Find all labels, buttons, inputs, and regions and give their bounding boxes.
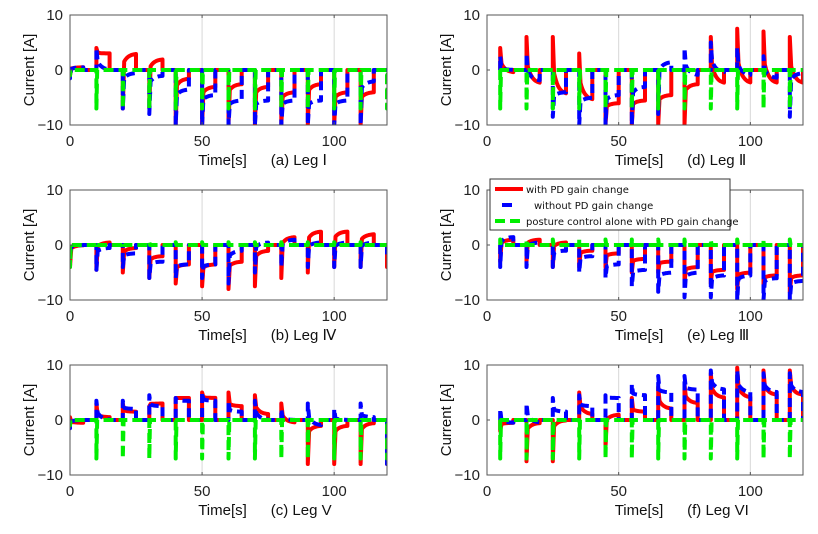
y-tick-label: 10 bbox=[46, 182, 63, 199]
x-tick-label: 100 bbox=[322, 308, 347, 325]
y-tick-label: 10 bbox=[463, 182, 480, 199]
legend-label: with PD gain change bbox=[526, 185, 629, 196]
x-tick-label: 50 bbox=[610, 483, 627, 500]
y-axis-label: Current [A] bbox=[21, 209, 38, 282]
y-tick-label: 0 bbox=[55, 62, 63, 79]
y-tick-label: 0 bbox=[472, 412, 480, 429]
y-axis-label: Current [A] bbox=[21, 34, 38, 107]
x-tick-label: 0 bbox=[483, 308, 491, 325]
series-line-posture-control bbox=[70, 68, 387, 111]
y-tick-label: −10 bbox=[38, 467, 63, 484]
series-line-with-pd-gain bbox=[70, 390, 387, 466]
series-group bbox=[70, 390, 387, 466]
series-line-posture-control bbox=[498, 237, 803, 247]
series-group bbox=[498, 26, 803, 125]
panel-caption: (f) Leg VI bbox=[687, 502, 749, 519]
x-axis-label: Time[s] bbox=[615, 152, 664, 169]
y-tick-label: −10 bbox=[455, 467, 480, 484]
x-tick-label: 0 bbox=[66, 133, 74, 150]
legend-label: posture control alone with PD gain chang… bbox=[526, 217, 739, 228]
x-tick-label: 50 bbox=[610, 308, 627, 325]
y-tick-label: 0 bbox=[472, 62, 480, 79]
y-tick-label: 0 bbox=[55, 237, 63, 254]
x-tick-label: 0 bbox=[483, 133, 491, 150]
series-line-without-pd-gain bbox=[70, 390, 387, 466]
series-group bbox=[70, 46, 387, 125]
x-tick-label: 100 bbox=[738, 133, 763, 150]
y-axis-label: Current [A] bbox=[438, 209, 455, 282]
x-tick-label: 0 bbox=[66, 308, 74, 325]
y-axis-label: Current [A] bbox=[438, 384, 455, 457]
panel-caption: (a) Leg Ⅰ bbox=[271, 152, 327, 169]
y-tick-label: −10 bbox=[455, 117, 480, 134]
x-tick-label: 50 bbox=[194, 483, 211, 500]
x-axis-label: Time[s] bbox=[198, 152, 247, 169]
y-tick-label: 0 bbox=[55, 412, 63, 429]
x-tick-label: 100 bbox=[738, 483, 763, 500]
x-tick-label: 0 bbox=[483, 483, 491, 500]
y-tick-label: 10 bbox=[46, 7, 63, 24]
y-axis-label: Current [A] bbox=[21, 384, 38, 457]
series-line-posture-control bbox=[70, 418, 387, 461]
panel-caption: (b) Leg Ⅳ bbox=[271, 327, 337, 344]
series-line-without-pd-gain bbox=[70, 237, 387, 286]
y-tick-label: −10 bbox=[38, 117, 63, 134]
y-tick-label: 0 bbox=[472, 237, 480, 254]
series-line-posture-control bbox=[498, 68, 803, 111]
x-tick-label: 0 bbox=[66, 483, 74, 500]
x-tick-label: 100 bbox=[322, 133, 347, 150]
y-tick-label: 10 bbox=[463, 357, 480, 374]
y-axis-label: Current [A] bbox=[438, 34, 455, 107]
series-group bbox=[70, 229, 387, 291]
y-tick-label: 10 bbox=[463, 7, 480, 24]
series-group bbox=[498, 235, 803, 300]
x-axis-label: Time[s] bbox=[615, 327, 664, 344]
x-tick-label: 100 bbox=[738, 308, 763, 325]
legend: with PD gain change without PD gain chang… bbox=[489, 178, 739, 231]
panel-caption: (c) Leg V bbox=[271, 502, 332, 519]
series-line-posture-control bbox=[498, 418, 803, 461]
y-tick-label: 10 bbox=[46, 357, 63, 374]
y-tick-label: −10 bbox=[455, 292, 480, 309]
x-tick-label: 50 bbox=[194, 133, 211, 150]
panel-caption: (d) Leg Ⅱ bbox=[687, 152, 746, 169]
x-axis-label: Time[s] bbox=[198, 327, 247, 344]
legend-box bbox=[489, 178, 731, 231]
x-tick-label: 50 bbox=[610, 133, 627, 150]
x-axis-label: Time[s] bbox=[615, 502, 664, 519]
series-group bbox=[498, 365, 803, 464]
x-tick-label: 100 bbox=[322, 483, 347, 500]
x-tick-label: 50 bbox=[194, 308, 211, 325]
y-tick-label: −10 bbox=[38, 292, 63, 309]
series-line-posture-control bbox=[70, 240, 387, 269]
series-line-with-pd-gain bbox=[70, 229, 387, 291]
panel-caption: (e) Leg Ⅲ bbox=[687, 327, 749, 344]
legend-label: without PD gain change bbox=[534, 201, 653, 212]
x-axis-label: Time[s] bbox=[198, 502, 247, 519]
